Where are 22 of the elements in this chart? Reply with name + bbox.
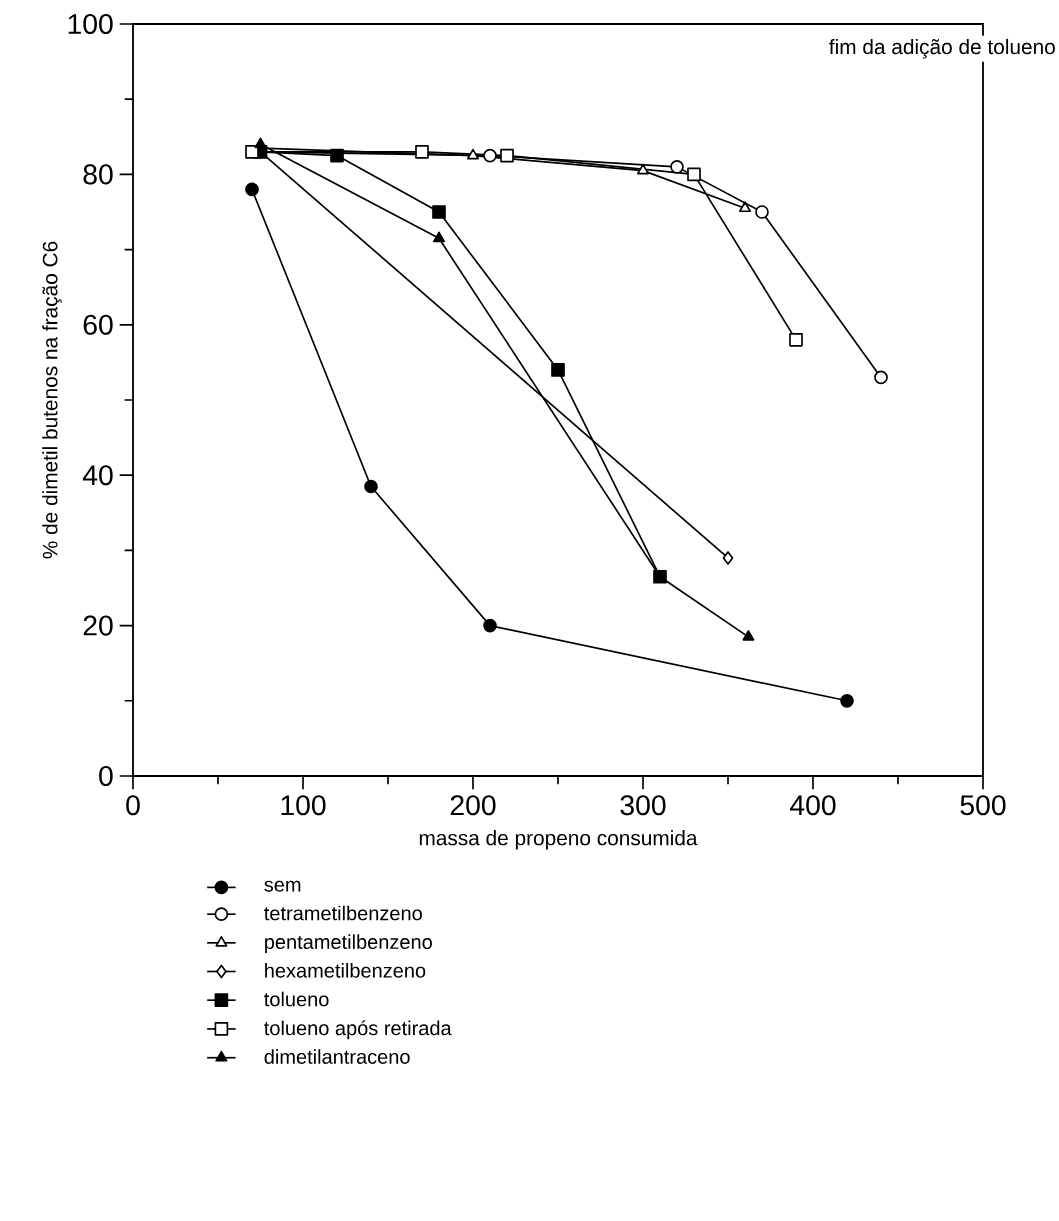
x-tick-label: 500 xyxy=(960,795,1006,816)
x-tick-label: 300 xyxy=(620,795,666,816)
legend-label: hexametilbenzeno xyxy=(265,963,426,978)
y-tick-label: 20 xyxy=(83,615,113,636)
legend-label: sem xyxy=(264,880,301,892)
legend-label: tetrametilbenzeno xyxy=(264,905,422,921)
annotation: fim da adição de tolueno xyxy=(829,38,1055,59)
legend-label: dimetilantraceno xyxy=(264,1049,410,1064)
x-tick-label: 400 xyxy=(790,795,836,816)
x-tick-label: 100 xyxy=(281,795,326,816)
legend-label: pentametilbenzeno xyxy=(265,934,432,953)
y-tick-label: 40 xyxy=(82,465,113,486)
legend-label: tolueno após retirada xyxy=(264,1020,452,1040)
legend-label: tolueno xyxy=(264,991,329,1007)
y-tick-label: 60 xyxy=(83,314,113,335)
x-tick-label: 200 xyxy=(450,795,496,816)
y-tick-label: 100 xyxy=(68,13,113,35)
x-axis-title: massa de propeno consumida xyxy=(419,830,698,850)
y-tick-label: 80 xyxy=(83,164,113,185)
y-axis-title: % de dimetil butenos na fração C6 xyxy=(42,241,62,559)
x-tick-label: 0 xyxy=(126,795,140,816)
y-tick-label: 0 xyxy=(99,765,113,787)
